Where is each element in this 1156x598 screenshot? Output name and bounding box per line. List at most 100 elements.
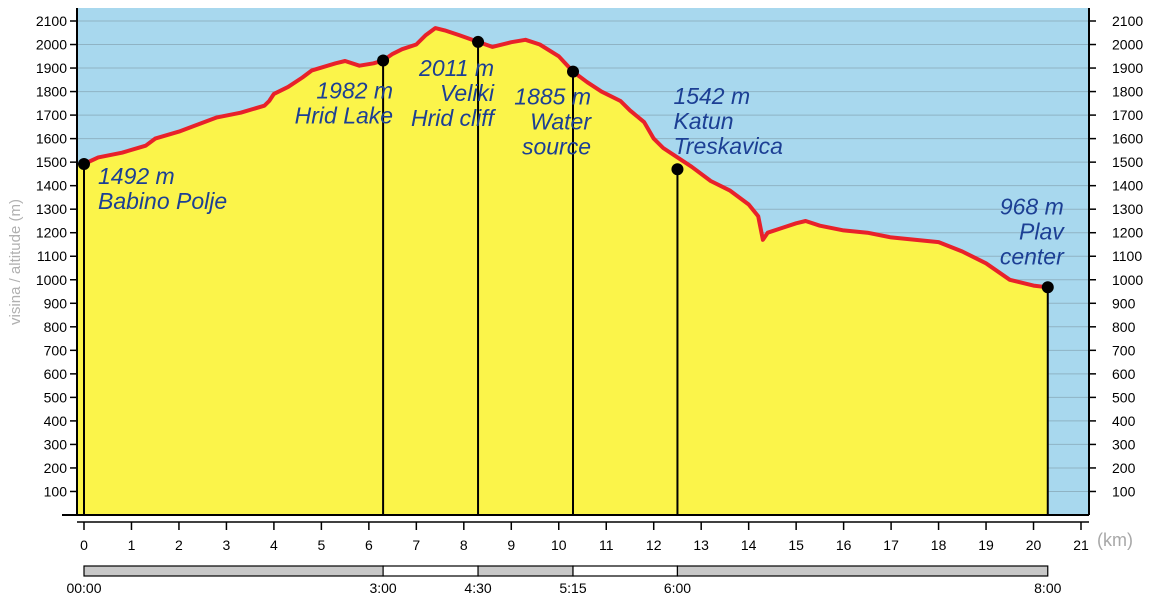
waypoint-marker	[377, 54, 390, 67]
waypoint-label: Plav	[1019, 218, 1065, 244]
timeline-bar: 00:00 3:00 4:30 5:15 6:00 8:00	[66, 565, 1062, 596]
waypoint-label: Hrid Lake	[295, 103, 393, 129]
x-tick-label: 19	[978, 537, 994, 553]
y-tick-label-left: 1700	[36, 107, 67, 123]
y-tick-label-left: 2000	[36, 37, 67, 53]
x-tick-label: 20	[1026, 537, 1042, 553]
y-tick-label-right: 2000	[1112, 37, 1143, 53]
y-tick-label-right: 100	[1112, 483, 1136, 499]
timeline-label: 6:00	[664, 580, 691, 596]
y-tick-label-left: 2100	[36, 13, 67, 29]
y-tick-label-right: 1600	[1112, 131, 1143, 147]
y-tick-label-right: 1500	[1112, 154, 1143, 170]
waypoint-label: Babino Polje	[98, 188, 227, 214]
y-tick-label-right: 1800	[1112, 84, 1143, 100]
y-tick-label-right: 500	[1112, 389, 1136, 405]
y-tick-label-right: 900	[1112, 295, 1136, 311]
y-tick-label-left: 100	[44, 483, 68, 499]
y-tick-label-right: 1000	[1112, 272, 1143, 288]
x-tick-label: 17	[883, 537, 899, 553]
x-tick-label: 12	[646, 537, 662, 553]
y-tick-label-right: 800	[1112, 319, 1136, 335]
y-tick-label-right: 200	[1112, 460, 1136, 476]
y-tick-label-right: 1100	[1112, 248, 1142, 264]
timeline-label: 3:00	[369, 580, 396, 596]
timeline-segment	[382, 565, 479, 577]
y-tick-label-right: 1900	[1112, 60, 1143, 76]
x-axis-unit: (km)	[1097, 530, 1133, 550]
y-tick-label-right: 1200	[1112, 225, 1143, 241]
x-tick-label: 21	[1073, 537, 1089, 553]
waypoint-label: 1492 m	[98, 163, 175, 189]
y-tick-label-right: 600	[1112, 366, 1136, 382]
waypoint-label: center	[1000, 243, 1065, 269]
timeline-label: 8:00	[1034, 580, 1061, 596]
waypoint-label: 1542 m	[673, 83, 750, 109]
waypoint-label: Water	[530, 109, 592, 135]
y-tick-label-right: 700	[1112, 342, 1136, 358]
x-tick-label: 11	[599, 537, 614, 553]
timeline-label: 4:30	[464, 580, 491, 596]
waypoint-label: Katun	[673, 108, 733, 134]
y-tick-label-left: 1900	[36, 60, 67, 76]
x-tick-label: 4	[270, 537, 278, 553]
waypoint-marker	[671, 163, 684, 176]
timeline-segment	[572, 565, 679, 577]
timeline-segment	[676, 565, 1049, 577]
waypoint-label: 968 m	[1000, 193, 1064, 219]
ground-left	[77, 164, 84, 515]
waypoint-label: 1885 m	[514, 84, 591, 110]
y-tick-label-right: 1700	[1112, 107, 1143, 123]
y-tick-label-left: 1200	[36, 225, 67, 241]
waypoint-marker	[472, 35, 485, 48]
x-tick-label: 16	[836, 537, 852, 553]
x-tick-label: 15	[788, 537, 804, 553]
x-tick-label: 10	[551, 537, 567, 553]
x-tick-label: 0	[80, 537, 88, 553]
y-tick-label-left: 500	[44, 389, 68, 405]
x-tick-label: 5	[317, 537, 325, 553]
x-tick-label: 14	[741, 537, 757, 553]
y-tick-label-left: 1100	[37, 248, 67, 264]
x-tick-label: 8	[460, 537, 468, 553]
timeline-label: 00:00	[66, 580, 101, 596]
timeline-segment	[83, 565, 384, 577]
y-tick-label-right: 1300	[1112, 201, 1143, 217]
y-tick-label-left: 1600	[36, 131, 67, 147]
x-tick-label: 13	[693, 537, 709, 553]
y-tick-label-left: 800	[44, 319, 68, 335]
timeline-label: 5:15	[559, 580, 586, 596]
y-tick-label-right: 2100	[1112, 13, 1143, 29]
y-tick-label-right: 1400	[1112, 178, 1143, 194]
x-tick-label: 2	[175, 537, 183, 553]
y-tick-label-left: 300	[44, 436, 68, 452]
x-tick-label: 18	[931, 537, 947, 553]
y-tick-label-left: 1800	[36, 84, 67, 100]
y-tick-label-right: 400	[1112, 413, 1136, 429]
y-tick-label-left: 400	[44, 413, 68, 429]
y-tick-label-left: 600	[44, 366, 68, 382]
waypoint-marker	[78, 158, 90, 171]
waypoint-label: Veliki	[440, 80, 495, 106]
waypoint-marker	[1041, 281, 1054, 294]
y-tick-label-left: 1500	[36, 154, 67, 170]
y-tick-label-left: 900	[44, 295, 68, 311]
timeline-segment	[477, 565, 574, 577]
elevation-line	[83, 26, 1049, 290]
y-tick-label-left: 700	[44, 342, 68, 358]
x-tick-label: 3	[223, 537, 231, 553]
waypoint-label: Treskavica	[673, 133, 783, 159]
x-tick-label: 1	[128, 537, 136, 553]
waypoint-label: 2011 m	[418, 55, 494, 81]
y-tick-label-left: 200	[44, 460, 68, 476]
x-tick-label: 7	[412, 537, 420, 553]
y-tick-label-left: 1300	[36, 201, 67, 217]
waypoint-label: 1982 m	[316, 78, 393, 104]
waypoint-markers	[78, 35, 1054, 294]
waypoint-stems	[77, 41, 1049, 515]
x-tick-label: 9	[507, 537, 515, 553]
y-axis-label: visina / altitude (m)	[7, 199, 24, 325]
